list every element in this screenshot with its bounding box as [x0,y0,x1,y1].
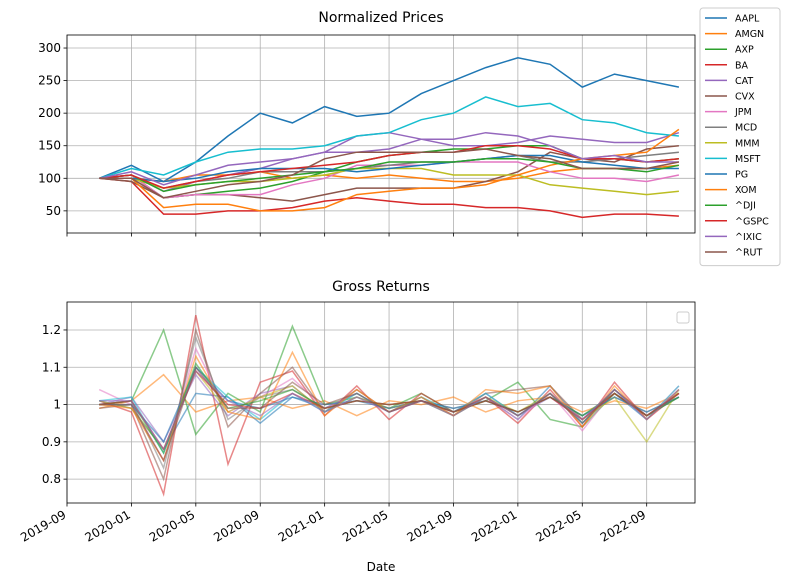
series-line [98,96,679,180]
y-tick-label: 1 [53,398,61,412]
y-tick-label: 0.8 [42,472,61,486]
x-tick-label: 2019-09 [18,507,68,544]
x-tick-label: 2021-09 [405,507,455,544]
y-tick-label: 50 [46,204,61,218]
legend-label: ^GSPC [735,216,769,227]
x-tick-label: 2022-05 [533,507,583,544]
x-tick-label: 2022-09 [598,507,648,544]
series-line [99,154,679,183]
legend-box [699,7,781,267]
legend-label: AXP [735,45,754,56]
y-tick-label: 250 [38,74,61,88]
axes-frame [66,34,696,234]
y-tick-label: 300 [38,41,61,55]
y-tick-label: 150 [38,139,61,153]
legend-label: AAPL [735,14,760,25]
legend-label: ^IXIC [735,232,762,243]
legend-label: ^RUT [735,248,763,259]
legend-label: PG [735,170,748,181]
legend-label: AMGN [735,29,764,40]
y-tick-label: 100 [38,171,61,185]
series-line [99,373,680,417]
y-tick-label: 200 [38,106,61,120]
legend-label: CVX [735,92,755,103]
x-tick-label: 2020-01 [82,507,132,544]
series-line [99,131,679,186]
x-tick-label: 2022-01 [469,507,519,544]
legend-label: JPM [734,107,752,118]
series-line [99,365,680,463]
legend-label: MMM [735,138,760,149]
legend-label: BA [735,60,749,71]
x-axis-label: Date [367,560,396,574]
legend-label: ^DJI [735,201,756,212]
legend-label: MCD [735,123,757,134]
axes-frame [66,301,696,504]
x-tick-label: 2021-01 [276,507,326,544]
x-tick-label: 2021-05 [340,507,390,544]
legend-label: MSFT [735,154,761,165]
plot-area [98,314,680,497]
legend-label: XOM [735,185,757,196]
x-tick-label: 2020-09 [211,507,261,544]
series-line [99,148,680,199]
legend-box [676,311,690,324]
legend-label: CAT [735,76,753,87]
chart-title: Gross Returns [332,279,430,295]
y-tick-label: 0.9 [42,435,61,449]
series-line [99,177,679,219]
plot-area [98,57,680,219]
x-tick-label: 2020-05 [147,507,197,544]
y-tick-label: 1.2 [42,323,61,337]
y-tick-label: 1.1 [42,360,61,374]
chart-title: Normalized Prices [318,10,443,26]
